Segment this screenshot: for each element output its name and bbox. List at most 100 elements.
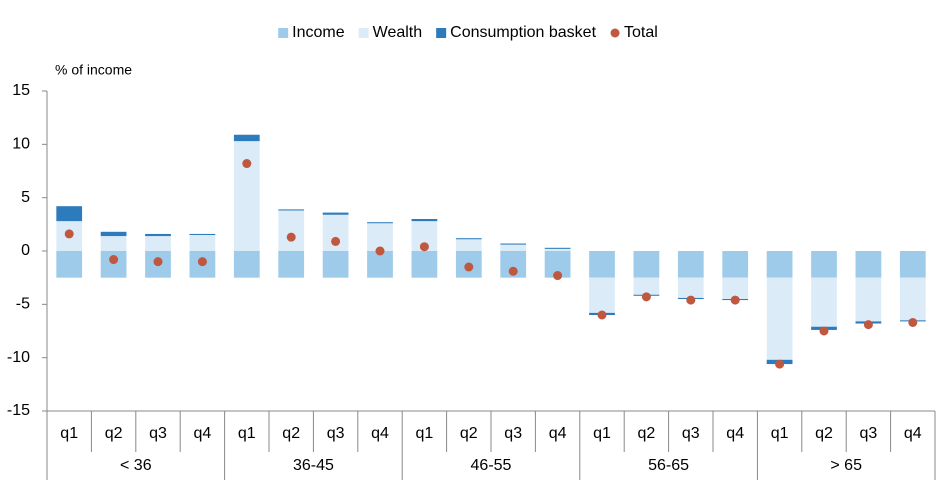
- y-tick-label: 5: [21, 189, 30, 206]
- total-dot: [109, 255, 119, 265]
- x-tick-label: q1: [771, 425, 789, 442]
- total-dot: [597, 310, 607, 320]
- bar-segment: [633, 277, 660, 295]
- total-dot: [464, 262, 474, 272]
- y-tick-label: -5: [16, 296, 30, 313]
- total-dot: [419, 242, 429, 252]
- x-tick-label: q2: [460, 425, 478, 442]
- x-tick-label: q4: [904, 425, 922, 442]
- bar-segment: [56, 251, 83, 278]
- bar-segment: [722, 277, 749, 299]
- bar-segment: [589, 251, 615, 278]
- bar-segment: [367, 223, 393, 251]
- x-tick-label: q1: [238, 425, 256, 442]
- bar-segment: [455, 238, 482, 240]
- bar-segment: [899, 277, 926, 321]
- bar-segment: [233, 134, 260, 142]
- x-tick-label: q2: [105, 425, 123, 442]
- x-tick-label: q4: [371, 425, 389, 442]
- legend-label: Total: [624, 24, 658, 41]
- x-tick-label: q2: [282, 425, 300, 442]
- total-dot: [553, 271, 563, 281]
- y-tick-label: 15: [12, 82, 30, 99]
- bar-segment: [811, 251, 837, 278]
- y-tick-label: -10: [7, 349, 30, 366]
- x-tick-label: q3: [327, 425, 345, 442]
- group-label: 36-45: [293, 457, 334, 474]
- total-dot: [819, 326, 829, 336]
- total-dot: [153, 257, 163, 267]
- bar-segment: [322, 212, 349, 215]
- total-dot: [863, 320, 873, 330]
- bar-segment: [633, 251, 660, 278]
- bar-segment: [411, 251, 438, 278]
- y-axis-title: % of income: [55, 62, 132, 78]
- group-label: < 36: [120, 457, 152, 474]
- bar-segment: [677, 251, 704, 278]
- x-tick-label: q1: [60, 425, 78, 442]
- bar-segment: [145, 233, 171, 237]
- y-tick-label: -15: [7, 402, 30, 419]
- legend-label: Income: [292, 24, 345, 41]
- bar-segment: [100, 236, 127, 251]
- legend-symbol: [278, 28, 289, 38]
- bar-segment: [589, 277, 615, 313]
- bar-segment: [233, 251, 260, 278]
- bar-segment: [766, 251, 793, 278]
- total-dot: [242, 159, 252, 169]
- x-tick-label: q1: [416, 425, 434, 442]
- legend-label: Wealth: [373, 24, 423, 41]
- bar-segment: [189, 235, 216, 251]
- total-dot: [64, 229, 74, 239]
- total-dot: [641, 292, 651, 302]
- x-tick-label: q4: [549, 425, 567, 442]
- bar-segment: [855, 277, 882, 322]
- total-dot: [908, 317, 918, 327]
- x-tick-label: q3: [860, 425, 878, 442]
- legend-label: Consumption basket: [450, 24, 596, 41]
- total-dot: [375, 246, 385, 256]
- total-dot: [508, 266, 518, 276]
- x-tick-label: q4: [194, 425, 212, 442]
- total-dot: [686, 295, 696, 305]
- bar-segment: [544, 248, 571, 251]
- bar-segment: [145, 236, 171, 251]
- total-dot: [730, 295, 740, 305]
- x-tick-label: q1: [593, 425, 611, 442]
- bar-segment: [56, 206, 83, 222]
- bar-segment: [233, 141, 260, 251]
- bar-segment: [411, 219, 438, 222]
- total-dot: [286, 232, 296, 242]
- x-tick-label: q4: [726, 425, 744, 442]
- bar-segment: [278, 209, 305, 211]
- bar-segment: [677, 277, 704, 298]
- bar-segment: [722, 251, 749, 278]
- bar-segment: [811, 277, 837, 327]
- total-dot: [197, 257, 207, 267]
- x-tick-label: q3: [149, 425, 167, 442]
- bar-segment: [500, 243, 527, 245]
- bar-segment: [455, 239, 482, 251]
- bar-segment: [322, 251, 349, 278]
- total-dot: [331, 236, 341, 246]
- legend-symbol: [610, 28, 620, 38]
- bar-segment: [100, 251, 127, 278]
- bar-segment: [278, 210, 305, 251]
- y-tick-label: 10: [12, 136, 30, 153]
- bar-segment: [766, 277, 793, 360]
- x-tick-label: q3: [504, 425, 522, 442]
- bar-segment: [544, 247, 571, 249]
- x-tick-label: q2: [638, 425, 656, 442]
- bar-segment: [855, 251, 882, 278]
- legend-symbol: [436, 28, 447, 38]
- bar-segment: [899, 251, 926, 278]
- x-tick-label: q2: [815, 425, 833, 442]
- group-label: > 65: [830, 457, 862, 474]
- bar-segment: [278, 251, 305, 278]
- group-label: 46-55: [471, 457, 512, 474]
- legend-symbol: [358, 28, 369, 38]
- bar-segment: [367, 222, 393, 224]
- bar-segment: [500, 244, 527, 251]
- group-label: 56-65: [648, 457, 689, 474]
